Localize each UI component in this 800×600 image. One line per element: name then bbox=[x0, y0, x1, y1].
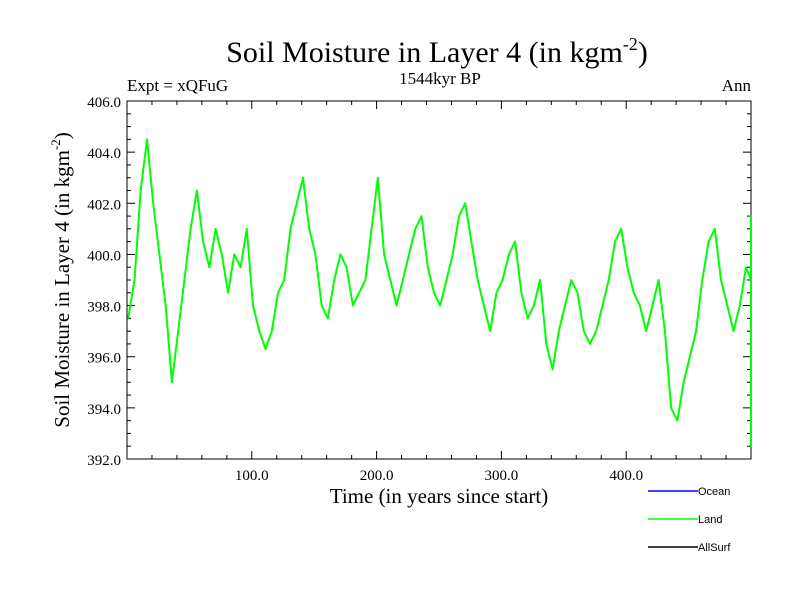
experiment-label: Expt = xQFuG bbox=[127, 76, 228, 95]
y-tick-label: 404.0 bbox=[87, 146, 121, 162]
x-tick-label: 400.0 bbox=[609, 468, 643, 484]
x-axis: 100.0 200.0 300.0 400.0 bbox=[151, 101, 727, 484]
plot-frame bbox=[126, 100, 752, 460]
y-tick-label: 406.0 bbox=[87, 95, 121, 111]
y-axis-label: Soil Moisture in Layer 4 (in kgm-2) bbox=[48, 132, 74, 427]
chart-title-main: Soil Moisture in Layer 4 (in kgm bbox=[226, 36, 623, 69]
land-series-line bbox=[127, 138, 752, 448]
chart-title-end: ) bbox=[638, 36, 648, 69]
y-tick-label: 394.0 bbox=[87, 402, 121, 418]
period-label: 1544kyr BP bbox=[399, 69, 481, 88]
legend-label-allsurf: AllSurf bbox=[698, 542, 731, 554]
x-tick-label: 300.0 bbox=[485, 468, 519, 484]
y-tick-label: 396.0 bbox=[87, 351, 121, 367]
y-tick-label: 398.0 bbox=[87, 300, 121, 316]
y-axis: 392.0 394.0 396.0 398.0 400.0 402.0 404.0 406.0 bbox=[87, 95, 751, 469]
legend-label-ocean: Ocean bbox=[698, 486, 730, 498]
season-label: Ann bbox=[722, 76, 752, 95]
legend: Ocean Land AllSurf bbox=[648, 486, 731, 554]
y-tick-label: 402.0 bbox=[87, 197, 121, 213]
chart-title-superscript: -2 bbox=[623, 34, 638, 54]
chart-title: Soil Moisture in Layer 4 (in kgm-2) bbox=[226, 34, 648, 69]
y-tick-label: 400.0 bbox=[87, 248, 121, 264]
x-tick-label: 100.0 bbox=[235, 468, 269, 484]
x-axis-label: Time (in years since start) bbox=[330, 484, 549, 508]
y-axis-label-main: Soil Moisture in Layer 4 (in kgm bbox=[50, 150, 74, 428]
legend-label-land: Land bbox=[698, 514, 722, 526]
y-tick-label: 392.0 bbox=[87, 453, 121, 469]
x-tick-label: 200.0 bbox=[360, 468, 394, 484]
y-axis-label-end: ) bbox=[50, 132, 74, 139]
y-axis-label-superscript: -2 bbox=[48, 139, 63, 150]
